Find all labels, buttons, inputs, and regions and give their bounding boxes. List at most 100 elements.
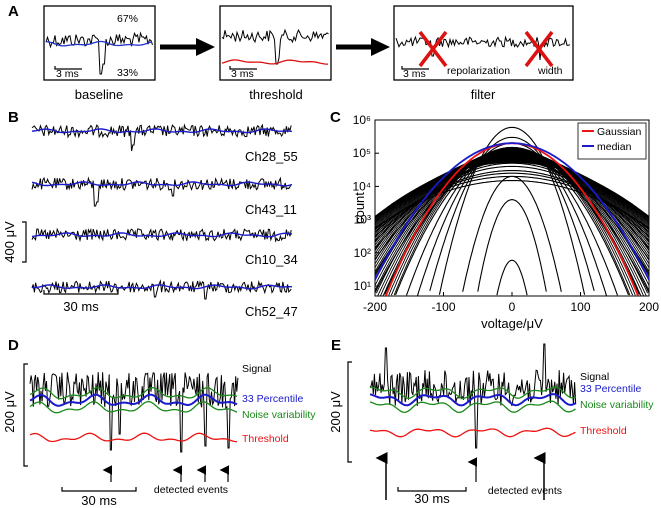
b-vscale-bar: [22, 221, 27, 263]
y-tick-label-0: 10¹: [354, 279, 371, 293]
channel-baseline-1: [31, 128, 293, 134]
baseline-caption: baseline: [75, 87, 123, 102]
e-vscale-bar: [347, 361, 352, 463]
e-label-signal: Signal: [580, 371, 609, 383]
legend-box: [577, 122, 647, 160]
panel-a-baseline: 67% 33% 3 ms baseline: [43, 5, 156, 102]
threshold-line: [221, 59, 328, 65]
filter-scale-label: 3 ms: [403, 68, 426, 80]
panel-label-c: C: [330, 109, 341, 126]
channel-signal-4: [31, 279, 292, 300]
d-variability-lower: [29, 400, 238, 414]
e-hscale-bar: [397, 487, 467, 492]
channel-histogram-9: [384, 152, 640, 295]
dense-histogram-12: [374, 149, 650, 277]
d-label-threshold: Threshold: [242, 433, 289, 445]
y-tick-label-2: 10³: [354, 213, 371, 227]
channel-label-4: Ch52_47: [245, 304, 298, 319]
e-signal-line: [369, 343, 577, 449]
y-tick-label-3: 10⁴: [352, 179, 371, 193]
c-ylabel: count: [352, 192, 367, 224]
channel-baseline-4: [32, 284, 293, 290]
channel-histogram-8: [395, 150, 630, 296]
baseline-estimate-line: [45, 40, 153, 47]
channel-histogram-4: [438, 126, 586, 295]
x-tick-label-4: 200: [639, 300, 659, 314]
threshold-caption: threshold: [249, 87, 302, 102]
channel-label-2: Ch43_11: [245, 202, 297, 217]
e-label-threshold: Threshold: [580, 425, 627, 437]
channel-label-1: Ch28_55: [245, 149, 298, 164]
panel-a-threshold: 3 ms threshold: [219, 5, 332, 102]
legend-label-0: Gaussian: [597, 126, 642, 138]
channel-signal-1: [31, 123, 292, 152]
e-percentile-line: [369, 393, 576, 407]
pct-top: 67%: [117, 13, 138, 25]
pct-bottom: 33%: [117, 67, 138, 79]
y-tick-label-5: 10⁶: [353, 113, 371, 127]
y-tick-label-4: 10⁵: [353, 146, 371, 160]
threshold-signal-line: [221, 28, 329, 65]
e-label-variability: Noise variability: [580, 399, 654, 411]
dense-histogram-40: [374, 162, 650, 217]
threshold-frame: [219, 5, 332, 81]
arrow-2-head: [371, 38, 390, 56]
panel-label-b: B: [8, 109, 19, 126]
d-vscale-bar: [23, 363, 28, 467]
d-hscale-bar: [61, 487, 137, 492]
channel-histogram-1: [496, 259, 528, 296]
e-variability-lower: [369, 400, 576, 414]
baseline-frame: [43, 5, 156, 81]
x-tick-label-0: -200: [363, 300, 387, 314]
filter-frame: [393, 5, 574, 81]
d-label-percentile: 33 Percentile: [242, 393, 303, 405]
channel-histogram-5: [429, 136, 595, 292]
panel-label-a: A: [8, 3, 19, 20]
panel-label-e: E: [331, 337, 341, 354]
d-variability-upper: [29, 386, 238, 400]
dense-histogram-2: [390, 147, 634, 296]
channel-signal-3: [31, 227, 292, 243]
channel-baseline-3: [31, 232, 293, 238]
panel-a-filter: 3 ms repolarization width filter: [393, 5, 574, 102]
e-variability-upper: [369, 386, 576, 400]
reject-cross-1: [418, 30, 448, 68]
d-label-signal: Signal: [242, 363, 271, 375]
threshold-scale-bar: [229, 66, 257, 70]
d-threshold-line: [29, 432, 237, 443]
filter-scale-bar: [401, 66, 429, 70]
d-label-variability: Noise variability: [242, 409, 316, 421]
d-vscale-label: 200 μV: [2, 391, 17, 433]
dense-histogram-27: [374, 155, 650, 233]
reject-cross-2: [524, 30, 554, 68]
dense-histogram-3: [388, 147, 636, 296]
panel-e-traces: [369, 343, 577, 449]
panel-label-d: D: [8, 337, 19, 354]
threshold-scale-label: 3 ms: [231, 68, 254, 80]
legend-label-1: median: [597, 141, 632, 153]
dense-histogram-1: [393, 146, 631, 296]
x-tick-label-1: -100: [431, 300, 455, 314]
panel-b-traces: [31, 123, 293, 300]
reject-label-2: width: [537, 65, 563, 77]
baseline-traces: [45, 31, 153, 75]
histogram-chart: -200 -100 0 100 200 10¹ 10² 10³ 10⁴ 10⁵ 10⁶ Gaussia…: [352, 113, 659, 314]
x-tick-label-2: 0: [509, 300, 516, 314]
e-vscale-label: 200 μV: [328, 391, 343, 433]
panel-d-traces: [29, 372, 239, 453]
c-xlabel: voltage/μV: [481, 316, 543, 331]
d-events-label: detected events: [154, 484, 228, 496]
e-events-label: detected events: [488, 485, 562, 497]
baseline-scale-bar: [54, 66, 82, 70]
d-percentile-line: [29, 393, 238, 407]
baseline-signal-line: [45, 31, 153, 75]
b-hscale-label: 30 ms: [63, 299, 99, 314]
channel-histogram-3: [462, 175, 562, 292]
b-hscale-bar: [43, 290, 119, 295]
reject-label-1: repolarization: [447, 65, 510, 77]
threshold-traces: [221, 28, 329, 65]
x-tick-label-3: 100: [570, 300, 590, 314]
channel-baseline-2: [31, 181, 293, 187]
b-vscale-label: 400 μV: [2, 221, 17, 263]
